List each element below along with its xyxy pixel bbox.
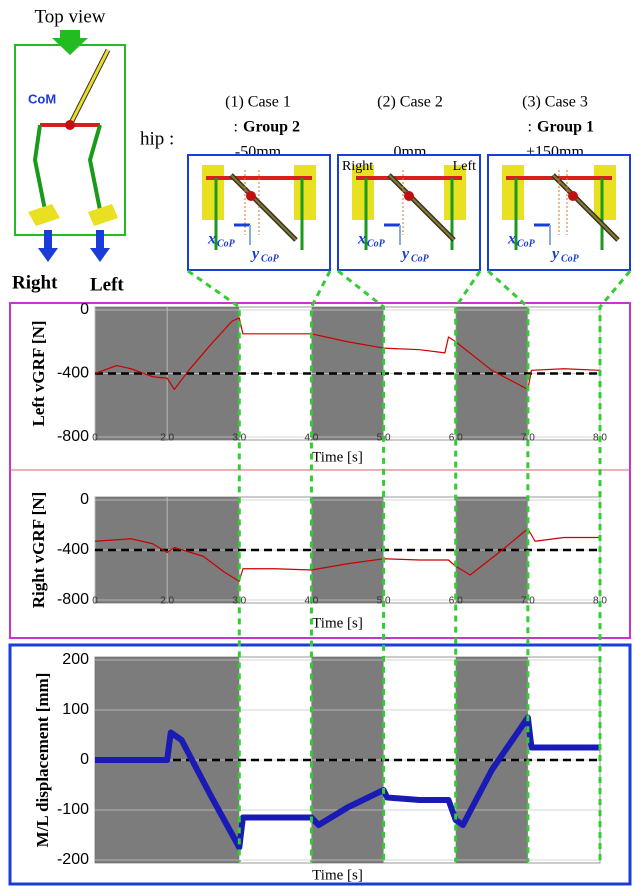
x-axis-label: Time [s] xyxy=(312,867,363,883)
y-tick-label: 100 xyxy=(62,701,89,718)
panel-left-label: Left xyxy=(453,159,476,174)
com-label: CoM xyxy=(28,91,56,106)
y-tick-label: 0 xyxy=(80,491,89,508)
x-tick-label: 2.0 xyxy=(160,596,174,607)
panel-right-label: Right xyxy=(342,159,373,174)
y-tick-label: -800 xyxy=(57,591,89,608)
y-tick-label: -400 xyxy=(57,365,89,382)
foot xyxy=(594,165,616,220)
group-label: Group 2 xyxy=(243,119,300,136)
com xyxy=(246,191,256,201)
cop-y-label: y xyxy=(250,246,260,263)
hip-label: hip : xyxy=(140,128,174,149)
cop-x-label: x xyxy=(357,231,366,248)
x-axis-label: Time [s] xyxy=(312,449,363,465)
cop-y-label: y xyxy=(550,246,560,263)
cop-y-sub: CoP xyxy=(261,253,280,264)
foot xyxy=(294,165,316,220)
group-prefix: : xyxy=(234,119,238,136)
y-tick-label: -400 xyxy=(57,541,89,558)
com xyxy=(404,191,414,201)
cop-x-label: x xyxy=(507,231,516,248)
foot xyxy=(502,165,524,220)
cop-x-sub: CoP xyxy=(217,238,236,249)
x-axis-label: Time [s] xyxy=(312,615,363,631)
cop-y-label: y xyxy=(400,246,410,263)
foot xyxy=(202,165,224,220)
y-tick-label: -800 xyxy=(57,428,89,445)
cop-x-sub: CoP xyxy=(367,238,386,249)
chart: 200 100 0 -100 -200 Time [s] M/L displacement … xyxy=(33,651,600,883)
connector xyxy=(600,271,630,862)
x-tick-label: 2.0 xyxy=(160,433,174,444)
group-label: Group 1 xyxy=(537,119,594,136)
group-prefix: : xyxy=(528,119,532,136)
y-axis-label: M/L displacement [mm] xyxy=(33,673,52,848)
y-tick-label: -200 xyxy=(57,851,89,868)
top-view-diagram xyxy=(15,30,125,262)
y-tick-label: -100 xyxy=(57,801,89,818)
right-label: Right xyxy=(12,272,58,293)
cop-x-sub: CoP xyxy=(517,238,536,249)
y-axis-label: Left vGRF [N] xyxy=(29,320,48,426)
case-title: (1) Case 1 xyxy=(225,94,291,111)
figure: Top view CoM Right Left hip : (1) Case 1… xyxy=(0,0,635,886)
y-axis-label: Right vGRF [N] xyxy=(29,492,48,608)
x-tick-label: 0 xyxy=(92,433,98,444)
top-view-label: Top view xyxy=(35,6,106,27)
cop-x-label: x xyxy=(207,231,216,248)
cop-y-sub: CoP xyxy=(411,253,430,264)
left-label: Left xyxy=(90,274,124,295)
y-tick-label: 200 xyxy=(62,651,89,668)
cop-y-sub: CoP xyxy=(561,253,580,264)
com xyxy=(568,191,578,201)
case-title: (2) Case 2 xyxy=(377,94,443,111)
x-tick-label: 0 xyxy=(92,596,98,607)
y-tick-label: 0 xyxy=(80,301,89,318)
case-title: (3) Case 3 xyxy=(522,94,588,111)
y-tick-label: 0 xyxy=(80,751,89,768)
